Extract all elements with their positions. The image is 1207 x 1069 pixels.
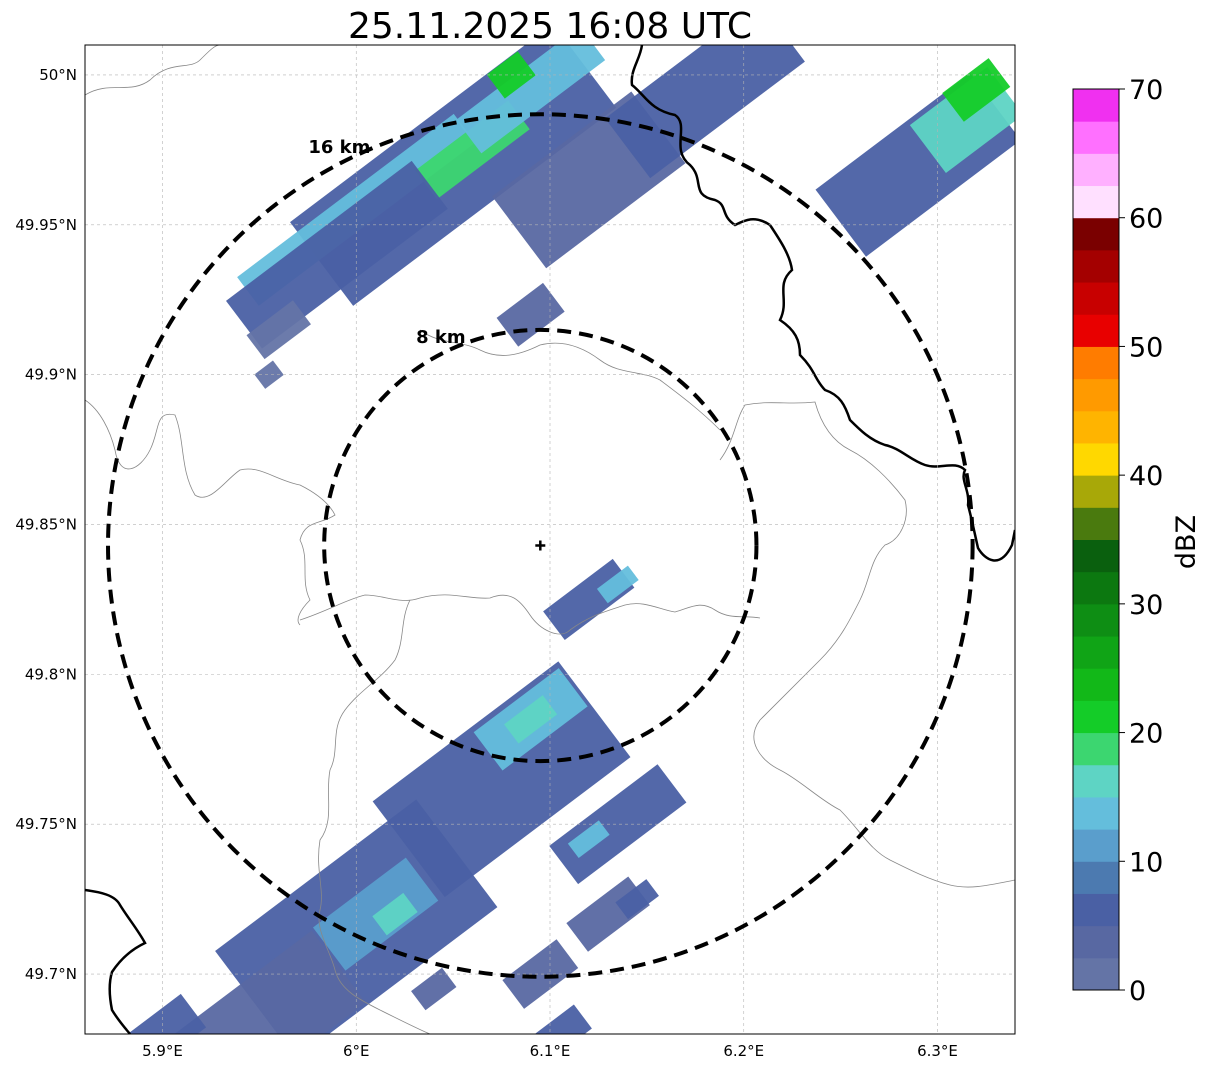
x-axis-ticks: 5.9°E 6°E 6.1°E 6.2°E 6.3°E (142, 1042, 958, 1060)
x-tick-label: 6°E (343, 1042, 370, 1060)
colorbar-swatch (1073, 636, 1119, 669)
colorbar-swatch (1073, 539, 1119, 573)
colorbar-swatch (1073, 668, 1119, 701)
colorbar-tick-label: 30 (1129, 590, 1163, 621)
colorbar-swatch (1073, 89, 1119, 122)
y-tick-label: 49.75°N (15, 815, 77, 833)
y-tick-label: 49.7°N (25, 965, 77, 983)
colorbar-tick-label: 50 (1129, 332, 1163, 363)
precip-cell (372, 892, 418, 936)
colorbar-swatch (1073, 217, 1119, 251)
colorbar-swatch (1073, 442, 1119, 476)
range-ring (106, 112, 975, 979)
communal-boundary-west (85, 399, 336, 626)
colorbar-swatch (1073, 603, 1119, 637)
colorbar-swatch (1073, 700, 1119, 734)
y-tick-label: 49.95°N (15, 216, 77, 234)
colorbar-tick-label: 0 (1129, 976, 1146, 1007)
radar-site-marker (535, 540, 546, 551)
colorbar-swatch (1073, 507, 1119, 540)
colorbar-ticks: 0 10 20 30 40 50 60 70 (1119, 75, 1163, 1007)
colorbar: 0 10 20 30 40 50 60 70 dBZ (1072, 75, 1202, 1007)
colorbar-swatch (1073, 893, 1119, 927)
colorbar-swatch (1073, 475, 1119, 508)
communal-boundary-center (299, 594, 761, 635)
precip-cell (605, 45, 805, 179)
precip-cell (942, 58, 1011, 122)
colorbar-swatch (1073, 829, 1119, 862)
precip-cell (596, 565, 639, 604)
colorbar-tick-label: 20 (1129, 719, 1163, 750)
colorbar-swatch (1073, 185, 1119, 219)
graticule (85, 45, 1015, 1034)
colorbar-tick-label: 40 (1129, 461, 1163, 492)
colorbar-swatch (1073, 957, 1119, 991)
colorbar-swatch (1073, 861, 1119, 894)
colorbar-swatch (1073, 925, 1119, 959)
y-tick-label: 50°N (39, 66, 77, 84)
colorbar-frame (1072, 88, 1120, 991)
y-axis-ticks: 50°N 49.95°N 49.9°N 49.85°N 49.8°N 49.75°N 49.… (15, 66, 77, 983)
range-ring-label: 8 km (416, 327, 466, 348)
y-tick-label: 49.9°N (25, 366, 77, 384)
precip-cell (246, 300, 311, 360)
communal-boundary-inner (419, 329, 721, 431)
map-title: 25.11.2025 16:08 UTC (348, 6, 752, 47)
range-ring-label: 16 km (308, 137, 370, 158)
precip-cell (567, 820, 610, 859)
colorbar-swatch (1073, 282, 1119, 315)
colorbar-tick-label: 10 (1129, 847, 1163, 878)
colorbar-label: dBZ (1171, 515, 1202, 569)
colorbar-swatch (1073, 571, 1119, 605)
range-rings: 8 km 16 km (106, 112, 975, 979)
communal-boundary-east (719, 401, 1015, 888)
precip-cell (502, 939, 579, 1009)
precip-cell (118, 993, 207, 1034)
map-frame (84, 44, 1016, 1035)
precip-cell (456, 45, 606, 154)
borders-layer (85, 45, 1015, 1034)
precip-cell (411, 967, 457, 1011)
colorbar-swatch (1073, 314, 1119, 347)
precip-cell (615, 879, 659, 920)
communal-boundary-south (318, 599, 431, 1034)
y-tick-label: 49.85°N (15, 516, 77, 534)
colorbar-swatch (1073, 378, 1119, 412)
precip-cell (172, 930, 366, 1034)
colorbar-swatch (1073, 764, 1119, 798)
x-tick-label: 6.1°E (530, 1042, 571, 1060)
colorbar-swatches (1073, 89, 1119, 991)
precip-cell (225, 160, 448, 349)
colorbar-swatch (1073, 732, 1119, 766)
y-tick-label: 49.8°N (25, 665, 77, 683)
river-border-moselle (630, 45, 1015, 562)
precip-cell (254, 360, 284, 389)
colorbar-swatch (1073, 796, 1119, 830)
colorbar-swatch (1073, 121, 1119, 154)
colorbar-tick-label: 70 (1129, 75, 1163, 106)
communal-boundary-north (85, 45, 221, 96)
precip-cell (504, 695, 558, 744)
x-tick-label: 5.9°E (142, 1042, 183, 1060)
x-tick-label: 6.2°E (723, 1042, 764, 1060)
colorbar-tick-label: 60 (1129, 204, 1163, 235)
national-border-southwest (85, 888, 147, 1034)
colorbar-swatch (1073, 346, 1119, 380)
x-tick-label: 6.3°E (917, 1042, 958, 1060)
colorbar-swatch (1073, 249, 1119, 283)
colorbar-swatch (1073, 153, 1119, 187)
range-ring (322, 327, 759, 764)
colorbar-swatch (1073, 410, 1119, 444)
